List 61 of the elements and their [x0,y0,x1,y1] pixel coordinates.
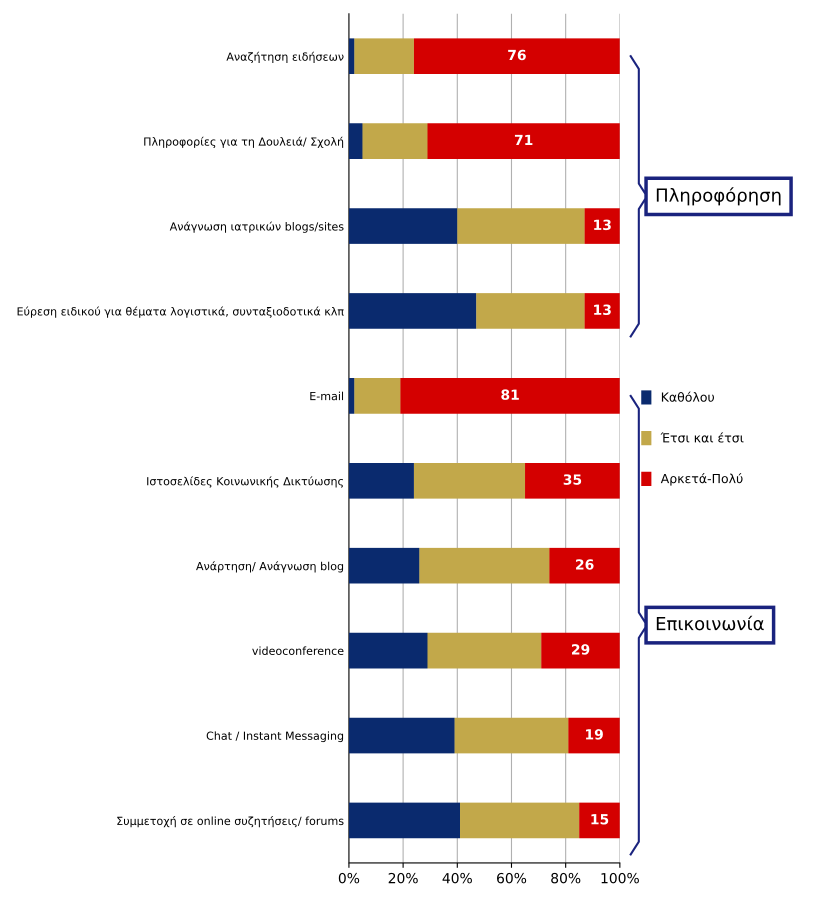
bar [457,208,585,244]
bar [348,632,428,668]
data-label: 13 [594,220,611,230]
data-label: 76 [508,50,526,60]
x-tick-label: 80% [551,872,580,884]
text: Επικοινωνία [656,616,764,630]
x-tick-label: 0% [338,872,360,884]
bar [476,293,585,329]
bar [549,548,620,584]
y-tick-label: Συμμετοχή σε online συζητήσεις/ forums [117,816,344,828]
y-tick-label: Ανάρτηση/ Ανάγνωση blog [196,561,344,572]
bar [348,548,420,584]
x-tick-label: 40% [442,872,472,884]
bar [348,462,414,499]
bar [348,378,354,414]
legend-label: Έτσι και έτσι [660,432,744,443]
data-label: 19 [586,729,603,740]
data-label: 15 [591,814,608,824]
y-tick-label: Αναζήτηση ειδήσεων [226,52,344,64]
y-tick-label: Εύρεση ειδικού για θέματα λογιστικά, συνταξιοδοτικά κλπ [18,306,344,318]
bar [348,718,455,754]
bar [541,632,620,668]
bar [584,208,620,244]
bar [460,802,580,838]
data-label: 81 [501,389,519,400]
legend-label: Καθόλου [662,392,714,402]
bar [414,38,620,74]
y-tick-label: Πληροφορίες για τη Δουλειά/ Σχολή [144,136,344,148]
bar [348,208,458,244]
bar [427,632,542,668]
bar [348,802,460,838]
bar [354,38,414,74]
bar [414,462,526,499]
data-label: 26 [576,559,594,570]
data-label: 13 [594,304,611,315]
x-tick-label: 100% [602,872,639,884]
data-label: 71 [514,134,532,145]
y-tick-label: E-mail [310,392,344,400]
y-tick-label: videoconference [252,646,344,656]
bar [454,718,568,754]
data-label: 29 [572,644,590,655]
bar [419,548,550,584]
bar [348,293,476,329]
y-tick-label: Ιστοσελίδες Κοινωνικής Δικτύωσης [147,476,343,488]
y-tick-label: Chat / Instant Messaging [206,731,344,742]
text: Πληροφόρηση [656,187,781,206]
bar [348,38,354,74]
bar [579,802,620,838]
bar [584,293,620,329]
bar [354,378,400,414]
data-label: 35 [564,474,582,485]
x-tick-label: 60% [497,872,526,884]
bar [427,123,620,159]
bar [362,123,428,159]
y-tick-label: Ανάγνωση ιατρικών blogs/sites [170,222,344,233]
bar [525,462,620,499]
bar [348,123,362,159]
bar [400,378,620,414]
x-tick-label: 20% [388,872,418,884]
legend-label: Αρκετά-Πολύ [660,473,743,486]
bar [568,718,620,754]
